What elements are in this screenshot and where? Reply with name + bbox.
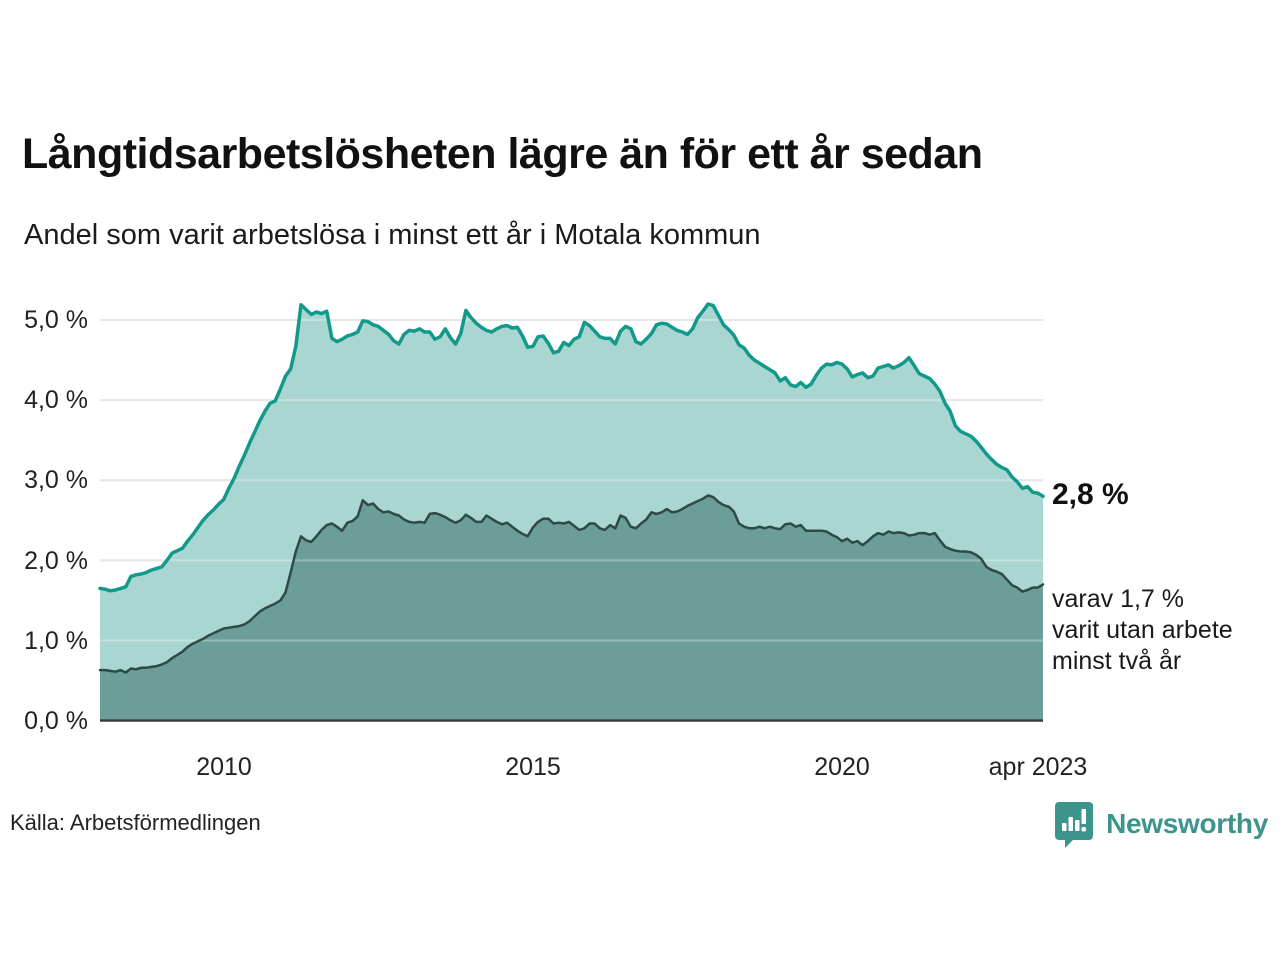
y-axis-tick-2: 2,0 % — [24, 547, 88, 575]
line-series-2 — [98, 494, 1045, 674]
x-axis-tick-2020: 2020 — [814, 753, 870, 781]
y-axis-tick-0: 0,0 % — [24, 707, 88, 735]
y-axis-tick-4: 4,0 % — [24, 386, 88, 414]
y-axis-tick-3: 3,0 % — [24, 466, 88, 494]
y-axis-tick-1: 1,0 % — [24, 627, 88, 655]
brand-logo: Newsworthy — [1052, 800, 1268, 848]
note-line-1: varav 1,7 % — [1052, 585, 1185, 613]
source-label: Källa: Arbetsförmedlingen — [10, 810, 261, 835]
area-series-2 — [100, 495, 1043, 721]
x-axis-tick-2015: 2015 — [505, 753, 561, 781]
note-line-2: varit utan arbete — [1052, 616, 1233, 644]
brand-name: Newsworthy — [1106, 808, 1268, 839]
note-line-3: minst två år — [1052, 647, 1182, 675]
x-axis-tick-apr2023: apr 2023 — [988, 753, 1088, 781]
newsworthy-bubble-icon — [1055, 802, 1094, 848]
end-value-label: 2,8 % — [1052, 478, 1129, 511]
x-axis-tick-2010: 2010 — [196, 753, 252, 781]
line-series-1 — [98, 302, 1045, 593]
page-subtitle: Andel som varit arbetslösa i minst ett å… — [24, 219, 761, 251]
page-title: Långtidsarbetslösheten lägre än för ett … — [22, 130, 983, 178]
y-axis-tick-5: 5,0 % — [24, 306, 88, 334]
